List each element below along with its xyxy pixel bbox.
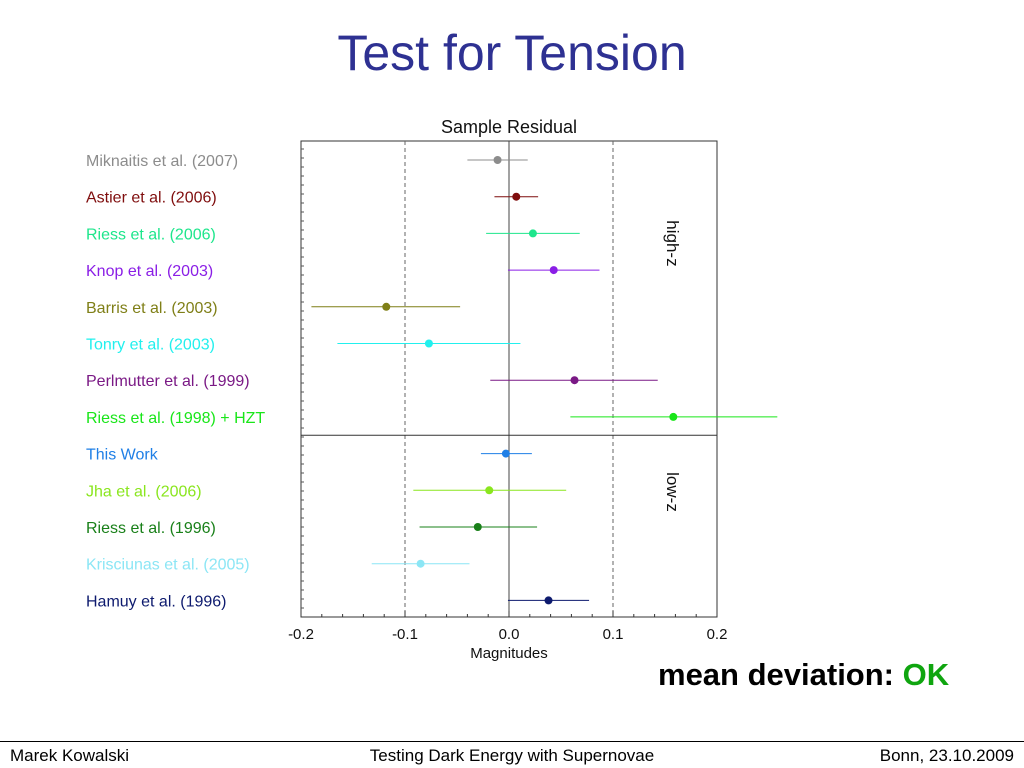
x-tick-label: 0.1 — [603, 626, 624, 643]
legend-entry: Knop et al. (2003) — [86, 263, 213, 280]
x-axis-label: Magnitudes — [470, 645, 548, 662]
slide-title: Test for Tension — [337, 25, 687, 81]
data-point — [501, 449, 510, 458]
legend-entry: Miknaitis et al. (2007) — [86, 153, 238, 170]
footer-divider — [0, 741, 1024, 742]
data-point — [528, 229, 537, 238]
residual-chart: Sample Residual high-z low-z Miknaitis et a… — [86, 117, 778, 662]
data-point — [493, 156, 502, 164]
footer-venue-date: Bonn, 23.10.2009 — [879, 746, 1014, 765]
legend-entry: This Work — [86, 447, 159, 464]
data-point — [416, 559, 425, 568]
legend-entry: Riess et al. (1998) + HZT — [86, 410, 265, 427]
legend-entry: Jha et al. (2006) — [86, 483, 202, 500]
footer-talk-title: Testing Dark Energy with Supernovae — [369, 746, 655, 765]
data-point — [570, 376, 579, 385]
data-point — [382, 302, 391, 311]
data-point — [473, 523, 482, 531]
legend-entry: Krisciunas et al. (2005) — [86, 557, 250, 574]
group-label-high-z: high-z — [663, 220, 682, 266]
x-tick-label: -0.2 — [288, 626, 314, 643]
data-point — [512, 192, 521, 201]
data-point — [669, 412, 678, 421]
x-tick-label: 0.0 — [499, 626, 520, 643]
legend-entry: Perlmutter et al. (1999) — [86, 373, 250, 390]
x-tick-label: -0.1 — [392, 626, 418, 643]
x-tick-label: 0.2 — [707, 626, 728, 643]
mean-deviation-verdict: mean deviation: OK — [658, 657, 949, 693]
legend-entry: Riess et al. (1996) — [86, 520, 216, 537]
verdict-label: mean deviation: — [658, 657, 894, 692]
legend-entry: Tonry et al. (2003) — [86, 337, 215, 354]
chart-title: Sample Residual — [441, 117, 577, 137]
data-point — [544, 596, 553, 605]
data-point — [485, 486, 494, 495]
verdict-value: OK — [902, 657, 950, 692]
legend-entry: Riess et al. (2006) — [86, 226, 216, 243]
group-label-low-z: low-z — [663, 472, 682, 512]
legend-entry: Astier et al. (2006) — [86, 190, 217, 207]
footer-author: Marek Kowalski — [10, 746, 130, 765]
data-point — [424, 339, 433, 348]
legend-entry: Hamuy et al. (1996) — [86, 593, 227, 610]
data-point — [549, 266, 558, 275]
legend-entry: Barris et al. (2003) — [86, 300, 218, 317]
